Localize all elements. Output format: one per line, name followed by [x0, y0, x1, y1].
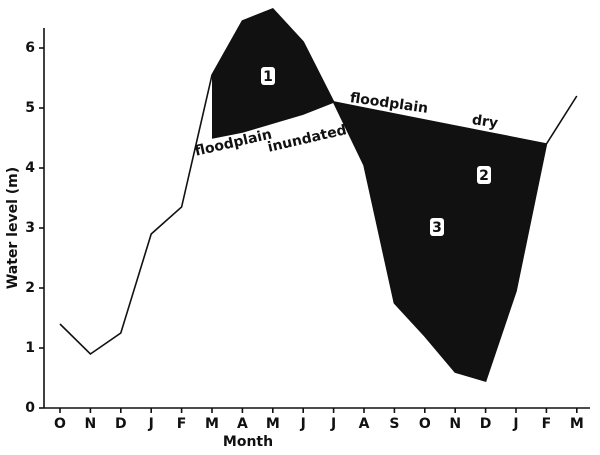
- region-label-box: [261, 67, 275, 85]
- x-axis-title: Month: [223, 434, 273, 450]
- y-axis-title: Water level (m): [5, 167, 21, 289]
- y-tick-label: 6: [25, 40, 35, 56]
- region-label-box: [477, 166, 491, 184]
- y-tick-label: 5: [25, 100, 35, 116]
- region-label: 2: [479, 168, 489, 184]
- x-tick-label: S: [389, 416, 399, 432]
- y-tick-label: 3: [25, 220, 35, 236]
- x-tick-label: F: [542, 416, 552, 432]
- y-tick-label: 1: [25, 340, 35, 356]
- annotation: inundated: [266, 122, 348, 156]
- region-label: 1: [263, 69, 273, 85]
- x-tick-label: M: [266, 416, 280, 432]
- x-tick-label: D: [115, 416, 127, 432]
- line: [211, 101, 547, 145]
- x-tick-label: O: [54, 416, 66, 432]
- x-tick-label: M: [570, 416, 584, 432]
- x-tick-label: M: [205, 416, 219, 432]
- y-tick-label: 0: [25, 400, 35, 416]
- shaded-region: [333, 102, 547, 381]
- region-label-box: [430, 218, 444, 236]
- x-tick-label: N: [85, 416, 97, 432]
- y-tick-label: 2: [25, 280, 35, 296]
- x-tick-label: J: [300, 416, 306, 432]
- x-tick-label: N: [449, 416, 461, 432]
- x-tick-label: J: [330, 416, 336, 432]
- y-tick-label: 4: [25, 160, 35, 176]
- x-tick-label: O: [419, 416, 431, 432]
- x-tick-label: J: [148, 416, 154, 432]
- region-label: 3: [432, 220, 442, 236]
- x-tick-label: D: [480, 416, 492, 432]
- line: [59, 8, 578, 382]
- x-tick-label: A: [359, 416, 370, 432]
- x-tick-label: A: [237, 416, 248, 432]
- x-tick-label: J: [512, 416, 518, 432]
- annotation: dry: [471, 112, 499, 131]
- x-tick-label: F: [177, 416, 187, 432]
